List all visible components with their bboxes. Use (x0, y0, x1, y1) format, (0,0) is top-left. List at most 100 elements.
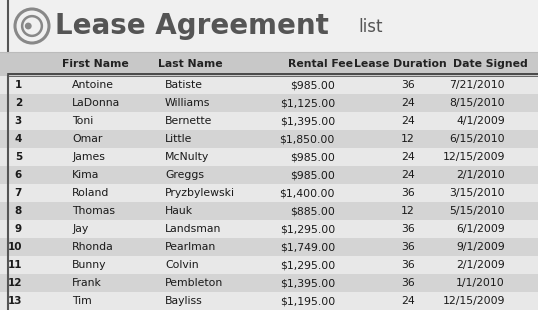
Text: 24: 24 (401, 170, 415, 180)
Text: Pryzbylewski: Pryzbylewski (165, 188, 235, 198)
Text: Hauk: Hauk (165, 206, 193, 216)
Text: 36: 36 (401, 278, 415, 288)
Bar (0, 292, 538, 310)
Bar (0, 184, 538, 202)
Text: Rental Fee: Rental Fee (287, 59, 352, 69)
Bar (0, 256, 538, 274)
Text: Lease Duration: Lease Duration (353, 59, 447, 69)
Text: $985.00: $985.00 (290, 170, 335, 180)
Text: $1,400.00: $1,400.00 (280, 188, 335, 198)
Text: 12: 12 (401, 206, 415, 216)
Bar (0, 202, 538, 220)
Text: 12: 12 (8, 278, 22, 288)
Bar (0, 274, 538, 292)
Text: Frank: Frank (72, 278, 102, 288)
Text: 1: 1 (15, 80, 22, 90)
Text: Bunny: Bunny (72, 260, 107, 270)
Text: 6/15/2010: 6/15/2010 (449, 134, 505, 144)
Bar (0, 94, 538, 112)
Bar (0, 0, 538, 52)
Bar (0, 220, 538, 238)
Text: 36: 36 (401, 188, 415, 198)
Text: 2/1/2010: 2/1/2010 (456, 170, 505, 180)
Text: Greggs: Greggs (165, 170, 204, 180)
Text: Bernette: Bernette (165, 116, 213, 126)
Text: LaDonna: LaDonna (72, 98, 121, 108)
Text: 12/15/2009: 12/15/2009 (442, 296, 505, 306)
Text: Antoine: Antoine (72, 80, 114, 90)
Text: 11: 11 (8, 260, 22, 270)
Text: 13: 13 (8, 296, 22, 306)
Text: 3/15/2010: 3/15/2010 (449, 188, 505, 198)
Text: 2/1/2009: 2/1/2009 (456, 260, 505, 270)
Text: Jay: Jay (72, 224, 88, 234)
Text: $985.00: $985.00 (290, 80, 335, 90)
Bar (0, 166, 538, 184)
Bar (0, 148, 538, 166)
Text: $1,395.00: $1,395.00 (280, 278, 335, 288)
Text: Toni: Toni (72, 116, 93, 126)
Text: Colvin: Colvin (165, 260, 199, 270)
Text: Last Name: Last Name (158, 59, 222, 69)
Text: 24: 24 (401, 296, 415, 306)
Bar (0, 76, 538, 94)
Text: 1/1/2010: 1/1/2010 (456, 278, 505, 288)
Text: Landsman: Landsman (165, 224, 221, 234)
Text: Kima: Kima (72, 170, 100, 180)
Text: 36: 36 (401, 242, 415, 252)
Text: 36: 36 (401, 224, 415, 234)
Text: Pembleton: Pembleton (165, 278, 223, 288)
Text: 3: 3 (15, 116, 22, 126)
Text: Roland: Roland (72, 188, 109, 198)
Text: 4: 4 (15, 134, 22, 144)
Text: 6: 6 (15, 170, 22, 180)
Text: $985.00: $985.00 (290, 152, 335, 162)
Text: 24: 24 (401, 98, 415, 108)
Text: Tim: Tim (72, 296, 92, 306)
Text: $1,195.00: $1,195.00 (280, 296, 335, 306)
Text: Little: Little (165, 134, 193, 144)
Text: Lease Agreement: Lease Agreement (55, 12, 329, 40)
Bar (0, 52, 538, 76)
Text: $1,295.00: $1,295.00 (280, 224, 335, 234)
Text: 7/21/2010: 7/21/2010 (449, 80, 505, 90)
Text: 9: 9 (15, 224, 22, 234)
Bar (0, 238, 538, 256)
Text: 6/1/2009: 6/1/2009 (456, 224, 505, 234)
Text: 12: 12 (401, 134, 415, 144)
Text: $1,395.00: $1,395.00 (280, 116, 335, 126)
Text: $1,125.00: $1,125.00 (280, 98, 335, 108)
Text: 36: 36 (401, 260, 415, 270)
Text: Batiste: Batiste (165, 80, 203, 90)
Bar (0, 130, 538, 148)
Text: Thomas: Thomas (72, 206, 115, 216)
Bar (0, 112, 538, 130)
Text: $1,850.00: $1,850.00 (280, 134, 335, 144)
Text: 4/1/2009: 4/1/2009 (456, 116, 505, 126)
Text: Date Signed: Date Signed (452, 59, 527, 69)
Text: Bayliss: Bayliss (165, 296, 203, 306)
Text: Omar: Omar (72, 134, 102, 144)
Text: 24: 24 (401, 152, 415, 162)
Text: 8/15/2010: 8/15/2010 (449, 98, 505, 108)
Text: 2: 2 (15, 98, 22, 108)
Text: Williams: Williams (165, 98, 210, 108)
Text: 7: 7 (15, 188, 22, 198)
Text: McNulty: McNulty (165, 152, 209, 162)
Text: 5: 5 (15, 152, 22, 162)
Circle shape (25, 23, 31, 29)
Text: 36: 36 (401, 80, 415, 90)
Text: Rhonda: Rhonda (72, 242, 114, 252)
Text: $1,295.00: $1,295.00 (280, 260, 335, 270)
Text: 5/15/2010: 5/15/2010 (449, 206, 505, 216)
Text: $885.00: $885.00 (290, 206, 335, 216)
Text: Pearlman: Pearlman (165, 242, 216, 252)
Text: 8: 8 (15, 206, 22, 216)
Text: 12/15/2009: 12/15/2009 (442, 152, 505, 162)
Text: $1,749.00: $1,749.00 (280, 242, 335, 252)
Text: 9/1/2009: 9/1/2009 (456, 242, 505, 252)
Text: 24: 24 (401, 116, 415, 126)
Text: First Name: First Name (62, 59, 129, 69)
Text: James: James (72, 152, 105, 162)
Text: list: list (358, 18, 383, 36)
